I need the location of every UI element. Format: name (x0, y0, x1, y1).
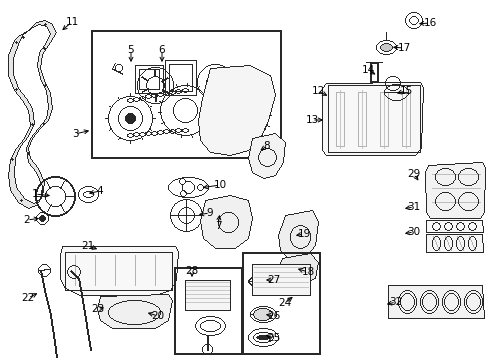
Text: 28: 28 (185, 266, 198, 276)
Text: 27: 27 (267, 275, 280, 285)
Text: 24: 24 (278, 298, 291, 308)
Text: 19: 19 (297, 229, 310, 239)
Text: 32: 32 (388, 297, 402, 307)
Text: 31: 31 (407, 202, 420, 212)
Text: 11: 11 (65, 17, 79, 27)
Text: 10: 10 (213, 180, 226, 190)
Text: 8: 8 (263, 141, 270, 151)
Text: 21: 21 (81, 241, 95, 251)
Text: 26: 26 (267, 311, 280, 321)
Text: 25: 25 (267, 333, 280, 343)
Text: 12: 12 (311, 86, 324, 96)
Text: 17: 17 (397, 43, 410, 53)
Text: 13: 13 (305, 115, 318, 125)
Text: 30: 30 (407, 227, 420, 237)
Text: 3: 3 (72, 129, 78, 139)
Text: 29: 29 (407, 169, 420, 179)
Text: 9: 9 (206, 208, 213, 218)
Text: 14: 14 (361, 65, 374, 75)
Text: 2: 2 (23, 215, 30, 225)
Text: 7: 7 (214, 221, 221, 231)
Text: 4: 4 (97, 186, 103, 196)
Text: 23: 23 (91, 304, 104, 314)
Text: 1: 1 (32, 189, 38, 199)
Text: 6: 6 (159, 45, 165, 55)
Text: 22: 22 (21, 293, 35, 303)
Text: 16: 16 (423, 18, 436, 28)
Text: 15: 15 (399, 86, 412, 96)
Text: 5: 5 (127, 45, 134, 55)
Text: 20: 20 (151, 311, 164, 321)
Text: 18: 18 (301, 267, 314, 277)
